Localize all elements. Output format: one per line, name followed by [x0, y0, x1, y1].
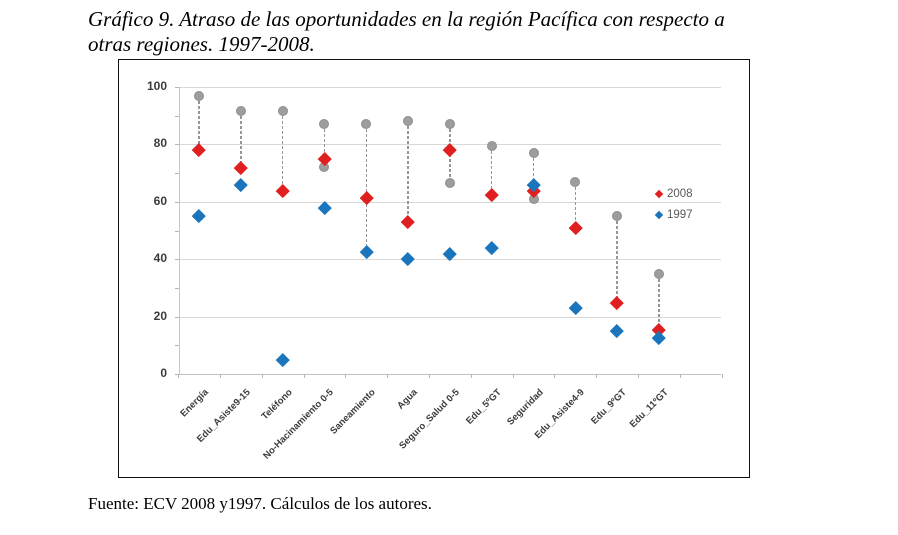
source-note: Fuente: ECV 2008 y1997. Cálculos de los … — [88, 494, 432, 513]
reference-point — [486, 140, 497, 151]
connector-line — [407, 121, 409, 222]
x-axis-tick — [596, 374, 598, 378]
x-axis-label: Edu_Asiste4-9 — [533, 387, 588, 442]
x-axis-tick — [512, 374, 514, 378]
y-axis-tick — [175, 144, 179, 146]
y-axis-tick — [175, 259, 179, 261]
marker-2008 — [568, 220, 583, 235]
y-axis-tick — [175, 115, 179, 117]
y-axis-tick — [175, 201, 179, 203]
x-axis-label: Edu_9ºGT — [589, 387, 629, 427]
legend-marker-2008 — [654, 189, 664, 198]
marker-1997 — [192, 209, 206, 223]
connector-line — [365, 124, 368, 252]
connector-line — [198, 95, 200, 151]
reference-point — [528, 148, 539, 158]
x-axis-tick — [261, 374, 263, 378]
y-axis-tick — [175, 87, 179, 88]
x-axis-tick — [303, 374, 305, 378]
chart-frame: 0 20 40 60 80 100 Energía Edu_Asiste9-15 Teléfon… — [118, 59, 750, 478]
y-axis-tick — [175, 374, 179, 375]
y-axis-label: 60 — [153, 193, 167, 208]
marker-2008 — [610, 295, 624, 309]
legend: 2008 1997 — [654, 183, 693, 225]
marker-1997 — [317, 200, 332, 215]
y-axis-tick — [175, 173, 179, 175]
y-axis-tick — [175, 345, 179, 347]
connector-line — [658, 273, 660, 330]
chart-title: Gráfico 9. Atraso de las oportunidades e… — [88, 7, 808, 57]
reference-point — [403, 116, 414, 127]
reference-point — [444, 178, 455, 189]
y-axis-line — [179, 87, 180, 374]
marker-2008 — [401, 215, 415, 229]
x-axis-tick — [429, 374, 430, 378]
connector-line — [532, 153, 535, 199]
gridline — [179, 316, 721, 318]
y-axis-label: 20 — [153, 308, 167, 323]
x-axis-tick — [178, 374, 180, 378]
marker-2008 — [485, 187, 499, 202]
y-axis-label: 100 — [146, 79, 167, 93]
y-axis-tick — [175, 316, 179, 318]
reference-point — [194, 90, 204, 101]
reference-point — [570, 176, 581, 187]
x-axis-tick — [721, 374, 723, 378]
reference-point — [654, 268, 664, 279]
marker-1997 — [275, 352, 290, 367]
x-axis-label: Edu_11ºGT — [627, 387, 671, 431]
y-axis-label: 80 — [153, 136, 167, 151]
gridline — [179, 87, 721, 88]
reference-point — [277, 106, 288, 117]
marker-1997 — [610, 324, 624, 338]
legend-item-2008: 2008 — [654, 183, 693, 204]
x-axis-tick — [387, 374, 389, 378]
marker-1997 — [485, 241, 499, 255]
x-axis-tick — [554, 374, 556, 378]
marker-1997 — [568, 301, 583, 315]
reference-point — [444, 119, 455, 130]
x-axis-tick — [345, 374, 347, 378]
reference-point — [319, 119, 330, 130]
connector-line — [240, 111, 242, 168]
plot-area: 0 20 40 60 80 100 Energía Edu_Asiste9-15 Teléfon… — [147, 79, 723, 462]
marker-2008 — [275, 183, 290, 198]
connector-line — [616, 216, 618, 303]
legend-item-1997: 1997 — [654, 204, 693, 225]
legend-label-2008: 2008 — [667, 187, 693, 200]
marker-2008 — [443, 143, 457, 157]
y-axis-tick — [175, 230, 179, 232]
connector-line — [574, 181, 577, 228]
legend-marker-1997 — [654, 210, 664, 219]
legend-label-1997: 1997 — [667, 208, 693, 221]
y-axis-tick — [175, 287, 179, 289]
y-axis-label: 40 — [153, 251, 167, 266]
connector-line — [281, 111, 284, 191]
y-axis-label: 0 — [160, 366, 167, 380]
x-axis-tick — [638, 374, 640, 378]
reference-point — [361, 119, 372, 130]
marker-1997 — [234, 177, 248, 192]
marker-1997 — [401, 252, 415, 266]
reference-point — [235, 106, 246, 117]
x-axis-tick — [470, 374, 472, 378]
chart-title-line1: Gráfico 9. Atraso de las oportunidades e… — [88, 7, 725, 31]
marker-2008 — [192, 143, 206, 157]
marker-1997 — [359, 245, 373, 259]
connector-line — [490, 145, 493, 195]
reference-point — [612, 211, 623, 222]
marker-2008 — [234, 160, 248, 175]
gridline — [179, 201, 721, 203]
chart-title-line2: otras regiones. 1997-2008. — [88, 32, 315, 56]
marker-1997 — [443, 246, 457, 261]
x-axis-tick — [679, 374, 681, 378]
marker-1997 — [652, 331, 666, 345]
x-axis-line — [179, 374, 721, 375]
connector-line — [323, 124, 326, 168]
x-axis-tick — [219, 374, 221, 378]
